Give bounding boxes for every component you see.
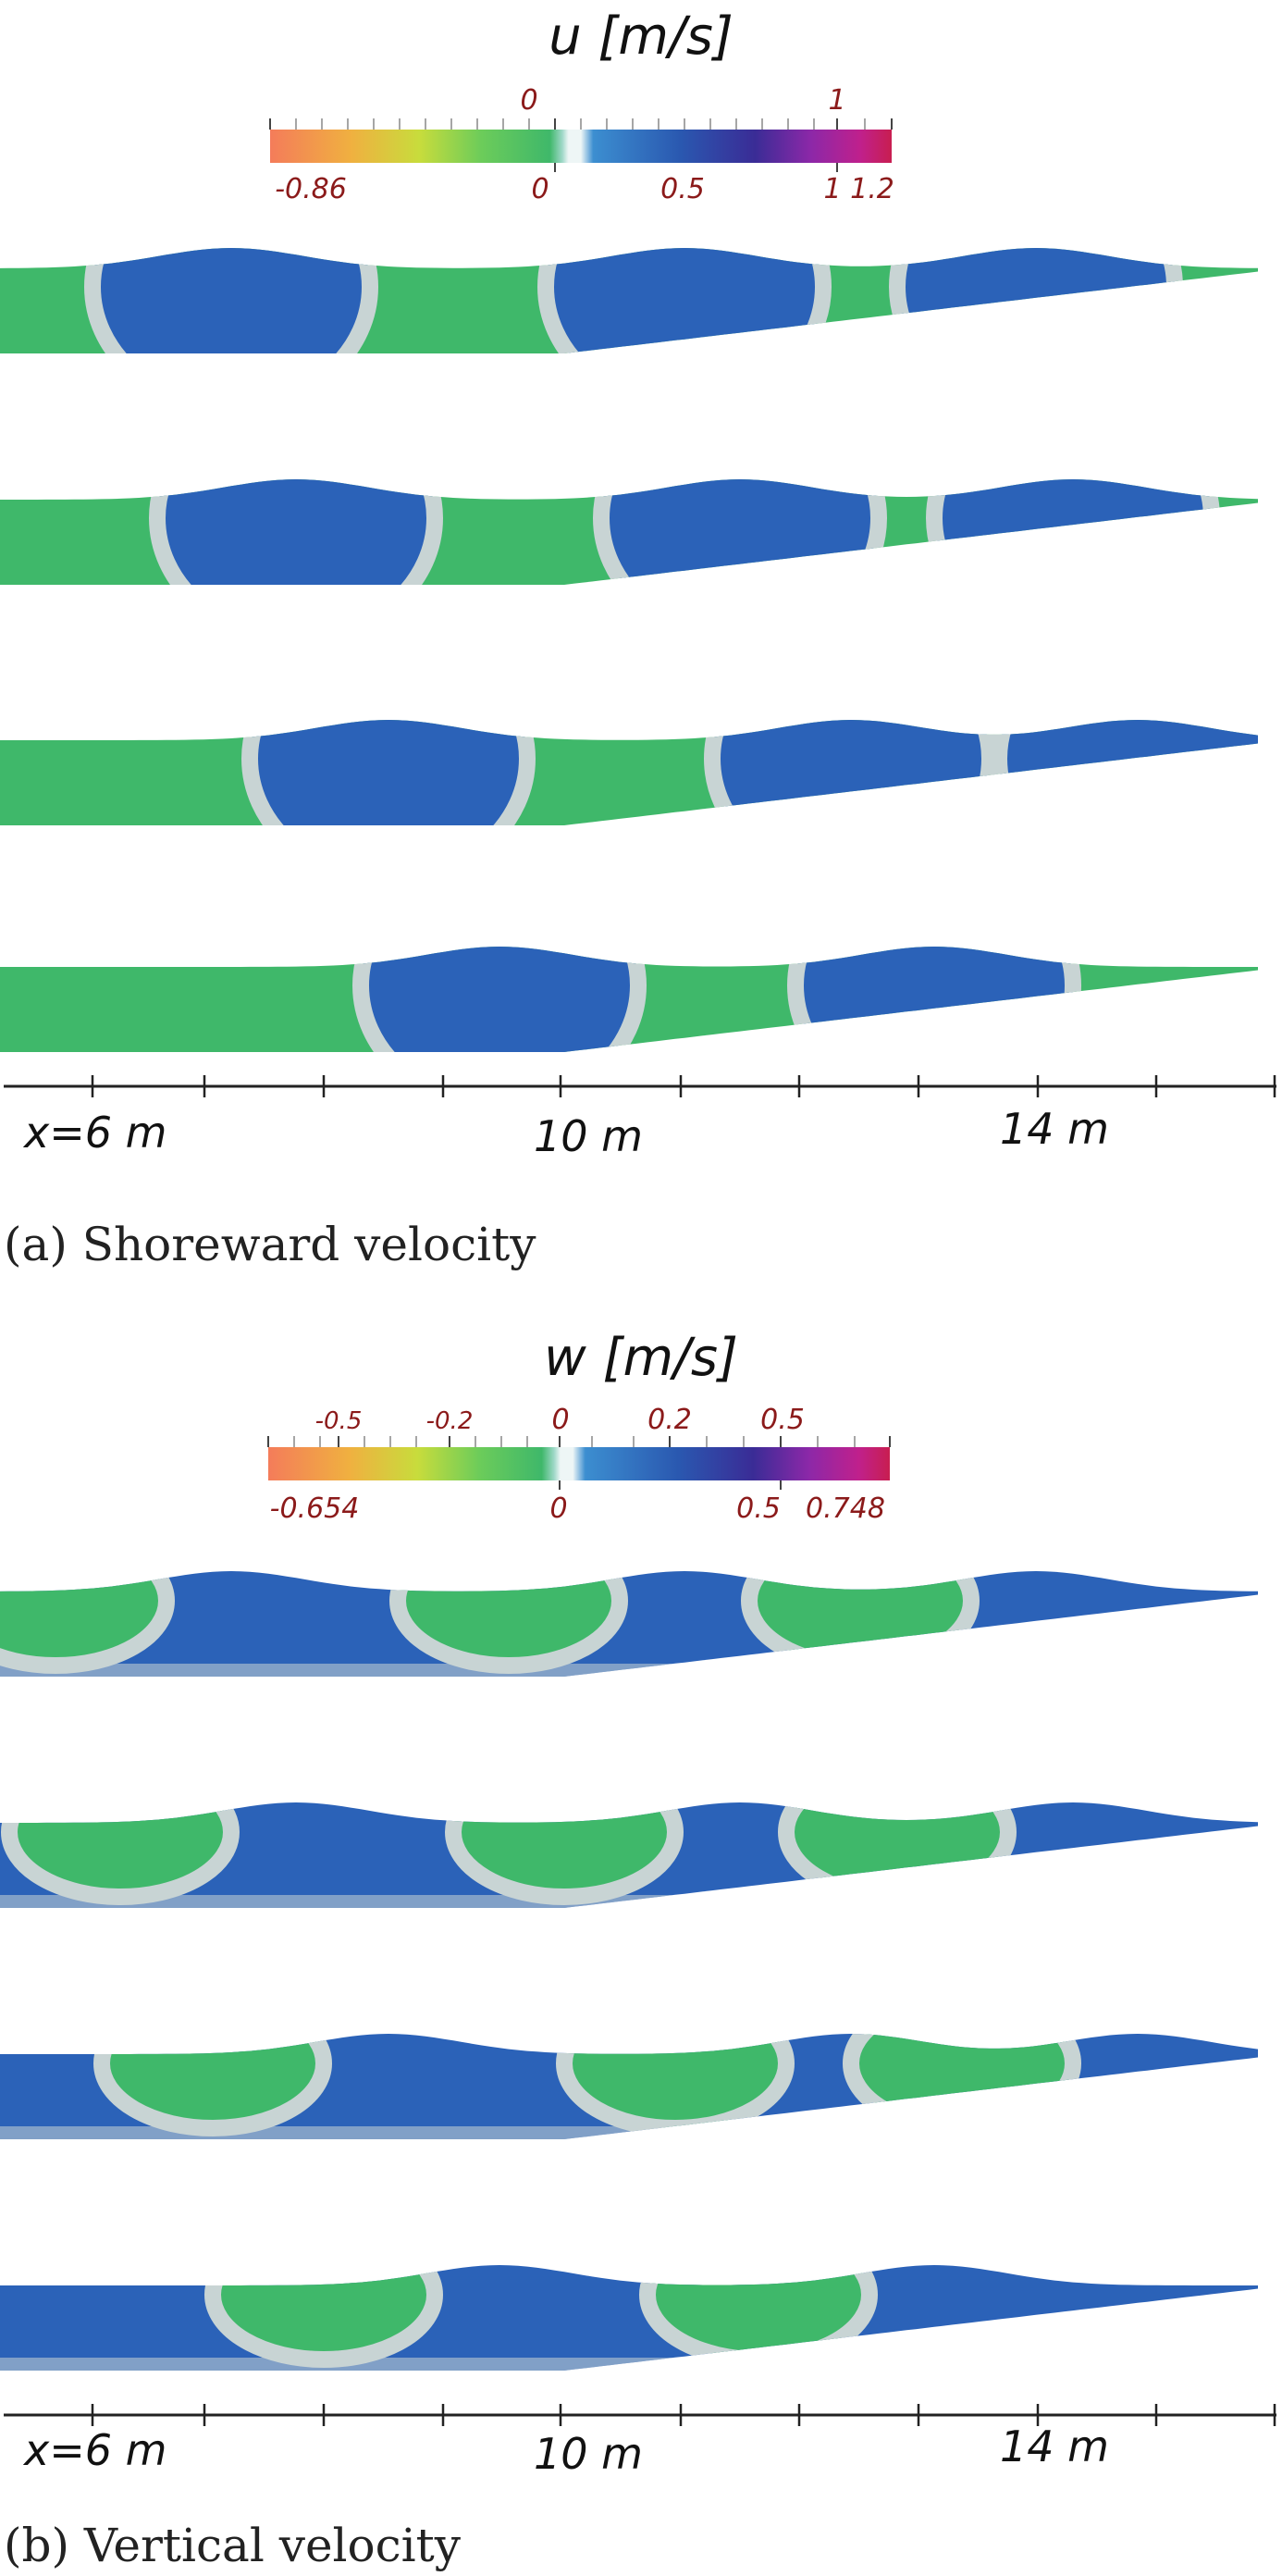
panel-b-xtick-label: 10 m [534, 2429, 643, 2479]
colorbar-a-bottom-tick: 0.5 [660, 173, 705, 205]
colorbar-b-top-tick: -0.5 [315, 1407, 363, 1435]
panel-a-title: u [m/s] [549, 6, 733, 67]
panel-b-snapshot-2 [0, 1802, 1258, 1908]
panel-a: u [m/s] [0, 6, 1276, 1271]
panel-b-x-axis: x=6 m 10 m 14 m [4, 2404, 1276, 2479]
colorbar-b-top-tick: 0.2 [647, 1404, 692, 1436]
panel-a-xtick-label: 14 m [1000, 1104, 1109, 1154]
colorbar-b-bottom-tick: 0.748 [806, 1492, 885, 1525]
colorbar-a-bottom-tick: 1.2 [850, 173, 894, 205]
colorbar-a-bottom-tick: 0 [531, 173, 549, 205]
panel-b-xtick-label: 14 m [1000, 2421, 1109, 2471]
panel-a-caption: (a) Shoreward velocity [4, 1218, 536, 1271]
colorbar-b-top-tick: -0.2 [426, 1407, 474, 1435]
colorbar-b-top-tick: 0 [551, 1404, 569, 1436]
panel-b-snapshot-3 [0, 2034, 1258, 2139]
colorbar-b-bottom-tick: -0.654 [270, 1492, 360, 1525]
colorbar-b-gradient [268, 1447, 890, 1480]
panel-a-xtick-label: x=6 m [22, 1108, 166, 1158]
panel-b-snapshot-1 [0, 1571, 1258, 1677]
panel-b-title: w [m/s] [544, 1328, 738, 1388]
colorbar-a-bottom-tick: 1 [823, 173, 841, 205]
colorbar-b-bottom-tick: 0 [549, 1492, 567, 1525]
panel-b-xtick-label: x=6 m [22, 2425, 166, 2475]
colorbar-b-top-tick: 0.5 [760, 1404, 805, 1436]
panel-a-snapshot-3 [0, 720, 1258, 825]
colorbar-a-gradient [270, 130, 892, 163]
panel-a-snapshots [0, 248, 1258, 1052]
panel-b: w [m/s] -0.5 - [0, 1328, 1276, 2572]
colorbar-b: -0.5 -0.2 0 0.2 0.5 -0.654 0 0.5 0.748 [267, 1404, 891, 1525]
colorbar-b-bottom-tick: 0.5 [736, 1492, 781, 1525]
panel-b-caption: (b) Vertical velocity [4, 2519, 462, 2572]
colorbar-a-top-tick: 0 [520, 84, 537, 117]
panel-a-x-axis: x=6 m 10 m 14 m [4, 1075, 1276, 1161]
panel-a-snapshot-2 [0, 479, 1258, 585]
colorbar-a-bottom-tick: -0.86 [275, 173, 347, 205]
colorbar-a: 0 1 -0.86 0 0.5 1 1.2 [269, 84, 894, 205]
panel-a-snapshot-4 [0, 947, 1258, 1052]
panel-a-xtick-label: 10 m [534, 1111, 643, 1161]
panel-a-snapshot-1 [0, 248, 1258, 353]
panel-b-snapshot-4 [0, 2265, 1258, 2371]
colorbar-a-top-tick: 1 [828, 84, 845, 117]
panel-b-snapshots [0, 1571, 1258, 2371]
